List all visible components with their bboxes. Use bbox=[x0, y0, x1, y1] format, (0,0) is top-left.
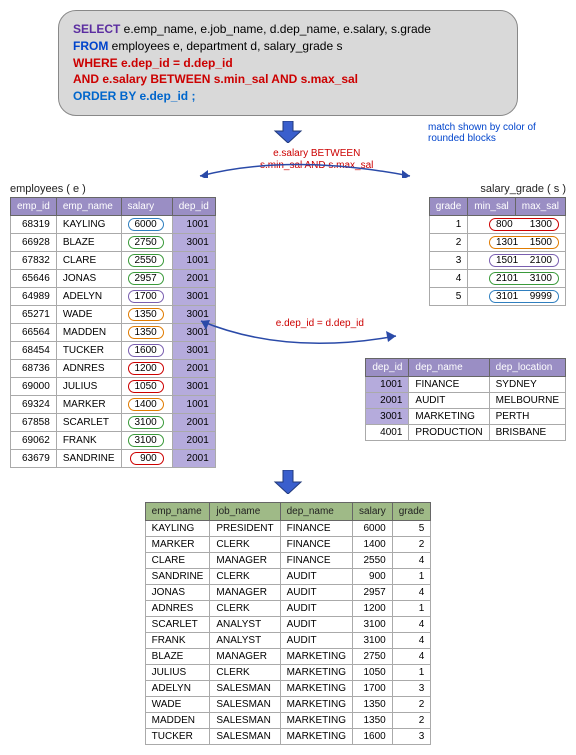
col-max_sal: max_sal bbox=[515, 197, 565, 215]
table-row: WADESALESMANMARKETING13502 bbox=[145, 696, 431, 712]
col-grade: grade bbox=[429, 197, 468, 215]
table-row: 67832CLARE25501001 bbox=[11, 251, 216, 269]
table-row: 68319KAYLING60001001 bbox=[11, 215, 216, 233]
col-salary: salary bbox=[353, 502, 393, 520]
col-grade: grade bbox=[392, 502, 431, 520]
table-row: ADELYNSALESMANMARKETING17003 bbox=[145, 680, 431, 696]
table-row: 3001MARKETINGPERTH bbox=[366, 408, 566, 424]
arrow-down-icon bbox=[10, 470, 566, 497]
grade-title: salary_grade ( s ) bbox=[226, 183, 566, 195]
table-row: 2001AUDITMELBOURNE bbox=[366, 392, 566, 408]
table-row: 69324MARKER14001001 bbox=[11, 395, 216, 413]
table-row: 421013100 bbox=[429, 269, 565, 287]
relation-depid-label: e.dep_id = d.dep_id bbox=[276, 318, 364, 330]
table-row: 69062FRANK31002001 bbox=[11, 431, 216, 449]
table-row: 64989ADELYN17003001 bbox=[11, 287, 216, 305]
employees-title: employees ( e ) bbox=[10, 183, 216, 195]
table-row: 68736ADNRES12002001 bbox=[11, 359, 216, 377]
table-row: 66564MADDEN13503001 bbox=[11, 323, 216, 341]
col-dep_name: dep_name bbox=[409, 358, 489, 376]
table-row: 65646JONAS29572001 bbox=[11, 269, 216, 287]
table-row: MADDENSALESMANMARKETING13502 bbox=[145, 712, 431, 728]
table-row: MARKERCLERKFINANCE14002 bbox=[145, 536, 431, 552]
table-row: 65271WADE13503001 bbox=[11, 305, 216, 323]
color-match-note: match shown by color of rounded blocks bbox=[428, 122, 558, 144]
col-dep_id: dep_id bbox=[366, 358, 409, 376]
order-cols: e.dep_id ; bbox=[136, 89, 195, 103]
col-emp_name: emp_name bbox=[145, 502, 210, 520]
col-emp_id: emp_id bbox=[11, 197, 57, 215]
table-row: 4001PRODUCTIONBRISBANE bbox=[366, 424, 566, 440]
table-row: 66928BLAZE27503001 bbox=[11, 233, 216, 251]
kw-select: SELECT bbox=[73, 22, 120, 36]
table-row: FRANKANALYSTAUDIT31004 bbox=[145, 632, 431, 648]
kw-order: ORDER BY bbox=[73, 89, 136, 103]
table-row: KAYLINGPRESIDENTFINANCE60005 bbox=[145, 520, 431, 536]
table-row: 63679SANDRINE9002001 bbox=[11, 449, 216, 467]
col-emp_name: emp_name bbox=[56, 197, 121, 215]
table-row: JULIUSCLERKMARKETING10501 bbox=[145, 664, 431, 680]
table-row: 18001300 bbox=[429, 215, 565, 233]
table-row: SCARLETANALYSTAUDIT31004 bbox=[145, 616, 431, 632]
table-row: 1001FINANCESYDNEY bbox=[366, 376, 566, 392]
col-dep_id: dep_id bbox=[172, 197, 215, 215]
and-cond: e.salary BETWEEN s.min_sal AND s.max_sal bbox=[99, 72, 358, 86]
col-salary: salary bbox=[121, 197, 172, 215]
tables-layout: employees ( e ) emp_idemp_namesalarydep_… bbox=[10, 183, 566, 468]
employees-table: emp_idemp_namesalarydep_id 68319KAYLING6… bbox=[10, 197, 216, 468]
table-row: 315012100 bbox=[429, 251, 565, 269]
col-min_sal: min_sal bbox=[468, 197, 515, 215]
table-row: ADNRESCLERKAUDIT12001 bbox=[145, 600, 431, 616]
where-cond: e.dep_id = d.dep_id bbox=[118, 56, 233, 70]
table-row: JONASMANAGERAUDIT29574 bbox=[145, 584, 431, 600]
table-row: 213011500 bbox=[429, 233, 565, 251]
col-dep_name: dep_name bbox=[280, 502, 352, 520]
table-row: 69000JULIUS10503001 bbox=[11, 377, 216, 395]
kw-from: FROM bbox=[73, 39, 108, 53]
col-dep_location: dep_location bbox=[489, 358, 565, 376]
col-job_name: job_name bbox=[210, 502, 280, 520]
table-row: 67858SCARLET31002001 bbox=[11, 413, 216, 431]
result-table: emp_namejob_namedep_namesalarygrade KAYL… bbox=[145, 502, 432, 745]
department-table: dep_iddep_namedep_location 1001FINANCESY… bbox=[365, 358, 566, 441]
table-row: TUCKERSALESMANMARKETING16003 bbox=[145, 728, 431, 744]
sql-query-box: SELECT e.emp_name, e.job_name, d.dep_nam… bbox=[58, 10, 518, 116]
select-cols: e.emp_name, e.job_name, d.dep_name, e.sa… bbox=[120, 22, 431, 36]
table-row: 68454TUCKER16003001 bbox=[11, 341, 216, 359]
table-row: CLAREMANAGERFINANCE25504 bbox=[145, 552, 431, 568]
table-row: BLAZEMANAGERMARKETING27504 bbox=[145, 648, 431, 664]
from-tbls: employees e, department d, salary_grade … bbox=[108, 39, 342, 53]
kw-and: AND bbox=[73, 72, 99, 86]
table-row: SANDRINECLERKAUDIT9001 bbox=[145, 568, 431, 584]
salary-grade-table: grademin_salmax_sal 18001300213011500315… bbox=[429, 197, 566, 306]
kw-where: WHERE bbox=[73, 56, 118, 70]
table-row: 531019999 bbox=[429, 287, 565, 305]
